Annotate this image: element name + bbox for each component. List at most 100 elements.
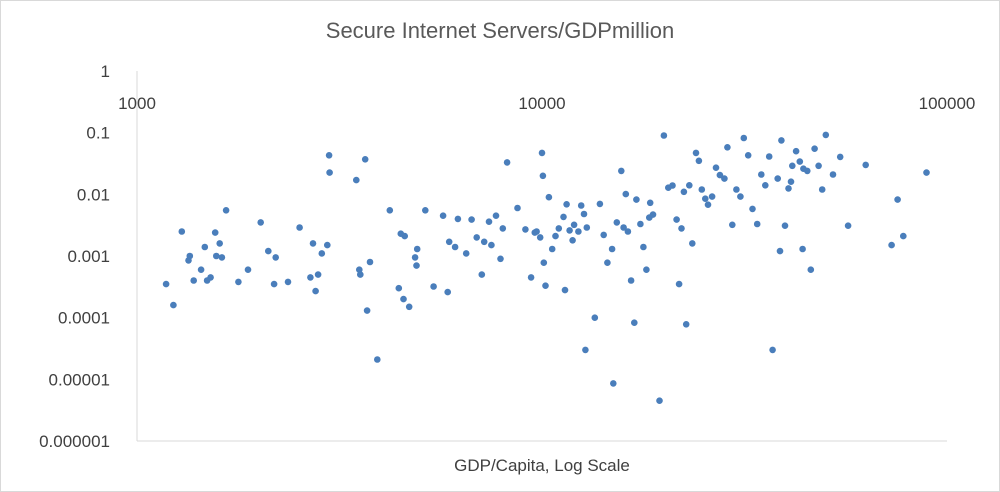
data-point — [162, 280, 170, 288]
y-tick-label: 1 — [101, 62, 110, 81]
data-point — [822, 131, 830, 139]
data-point — [539, 172, 547, 180]
data-point — [265, 247, 272, 255]
data-point — [538, 149, 546, 157]
data-point — [545, 193, 553, 201]
data-point — [680, 188, 688, 196]
data-point — [324, 241, 331, 249]
data-point — [536, 234, 544, 241]
data-point — [563, 201, 570, 208]
data-point — [296, 224, 303, 231]
data-point — [533, 228, 540, 235]
data-point — [374, 356, 381, 363]
data-point — [363, 307, 371, 314]
data-point — [413, 245, 421, 253]
data-point — [272, 254, 280, 261]
data-point — [356, 266, 363, 274]
data-point — [799, 245, 806, 253]
data-point — [689, 240, 696, 247]
data-point — [400, 295, 407, 303]
data-point — [497, 255, 504, 263]
x-tick-label: 100000 — [919, 94, 976, 113]
data-point — [405, 303, 413, 311]
data-point — [522, 226, 529, 233]
y-tick-label: 0.1 — [86, 124, 110, 143]
data-point — [478, 271, 486, 278]
data-point — [787, 178, 795, 185]
data-point — [560, 213, 567, 221]
data-point — [844, 222, 852, 229]
data-point — [708, 193, 716, 200]
data-point — [577, 202, 585, 209]
data-point — [818, 186, 826, 193]
data-point — [411, 254, 419, 261]
data-point — [762, 182, 769, 189]
data-point — [781, 222, 789, 229]
data-point — [366, 258, 374, 266]
data-point — [451, 243, 459, 251]
data-point — [796, 158, 804, 165]
chart-title: Secure Internet Servers/GDPmillion — [326, 18, 674, 43]
data-point — [811, 145, 818, 152]
data-point — [721, 175, 728, 182]
data-point — [620, 224, 627, 231]
data-point — [444, 288, 452, 296]
data-point — [561, 286, 569, 294]
data-point — [776, 247, 784, 255]
data-point — [778, 137, 785, 144]
data-point — [569, 237, 576, 244]
data-point — [765, 153, 773, 160]
data-point — [888, 241, 895, 249]
data-point — [836, 153, 844, 161]
data-point — [724, 144, 731, 151]
data-point — [740, 134, 748, 142]
data-point — [401, 232, 409, 240]
x-axis-ticks: 1000 10000 100000 — [118, 94, 975, 113]
x-tick-label: 1000 — [118, 94, 156, 113]
data-point — [673, 216, 680, 223]
data-point — [610, 380, 617, 387]
data-point — [309, 240, 317, 247]
data-point — [807, 266, 815, 274]
data-point — [792, 147, 800, 155]
data-point — [633, 196, 640, 203]
data-point — [591, 314, 599, 322]
data-point — [386, 207, 394, 214]
data-point — [829, 171, 837, 178]
data-point — [326, 169, 333, 176]
data-point — [692, 149, 700, 157]
data-point — [649, 211, 657, 218]
data-point — [439, 212, 447, 219]
data-point — [729, 221, 736, 229]
data-point — [503, 159, 511, 166]
data-point — [580, 210, 588, 218]
data-point — [257, 219, 265, 226]
data-point — [235, 278, 242, 286]
data-point — [462, 250, 470, 257]
data-point — [548, 245, 556, 253]
data-point — [627, 277, 635, 284]
data-point — [678, 225, 685, 232]
data-point — [698, 186, 706, 193]
y-tick-label: 0.00001 — [49, 370, 110, 389]
data-point — [485, 218, 493, 225]
x-axis-title: GDP/Capita, Log Scale — [454, 456, 630, 475]
data-point — [540, 259, 548, 267]
data-point — [395, 284, 403, 292]
data-point — [675, 280, 683, 288]
data-point — [499, 225, 507, 232]
data-point — [582, 346, 589, 354]
data-point — [774, 175, 781, 182]
data-point — [702, 195, 709, 202]
data-point — [716, 171, 724, 179]
data-point — [570, 221, 578, 229]
data-point — [604, 259, 611, 267]
data-points — [162, 131, 930, 405]
data-point — [669, 182, 676, 189]
data-point — [640, 243, 647, 251]
data-point — [785, 185, 792, 192]
data-point — [211, 229, 219, 236]
data-point — [862, 161, 869, 169]
data-point — [596, 200, 604, 208]
data-point — [445, 238, 453, 246]
